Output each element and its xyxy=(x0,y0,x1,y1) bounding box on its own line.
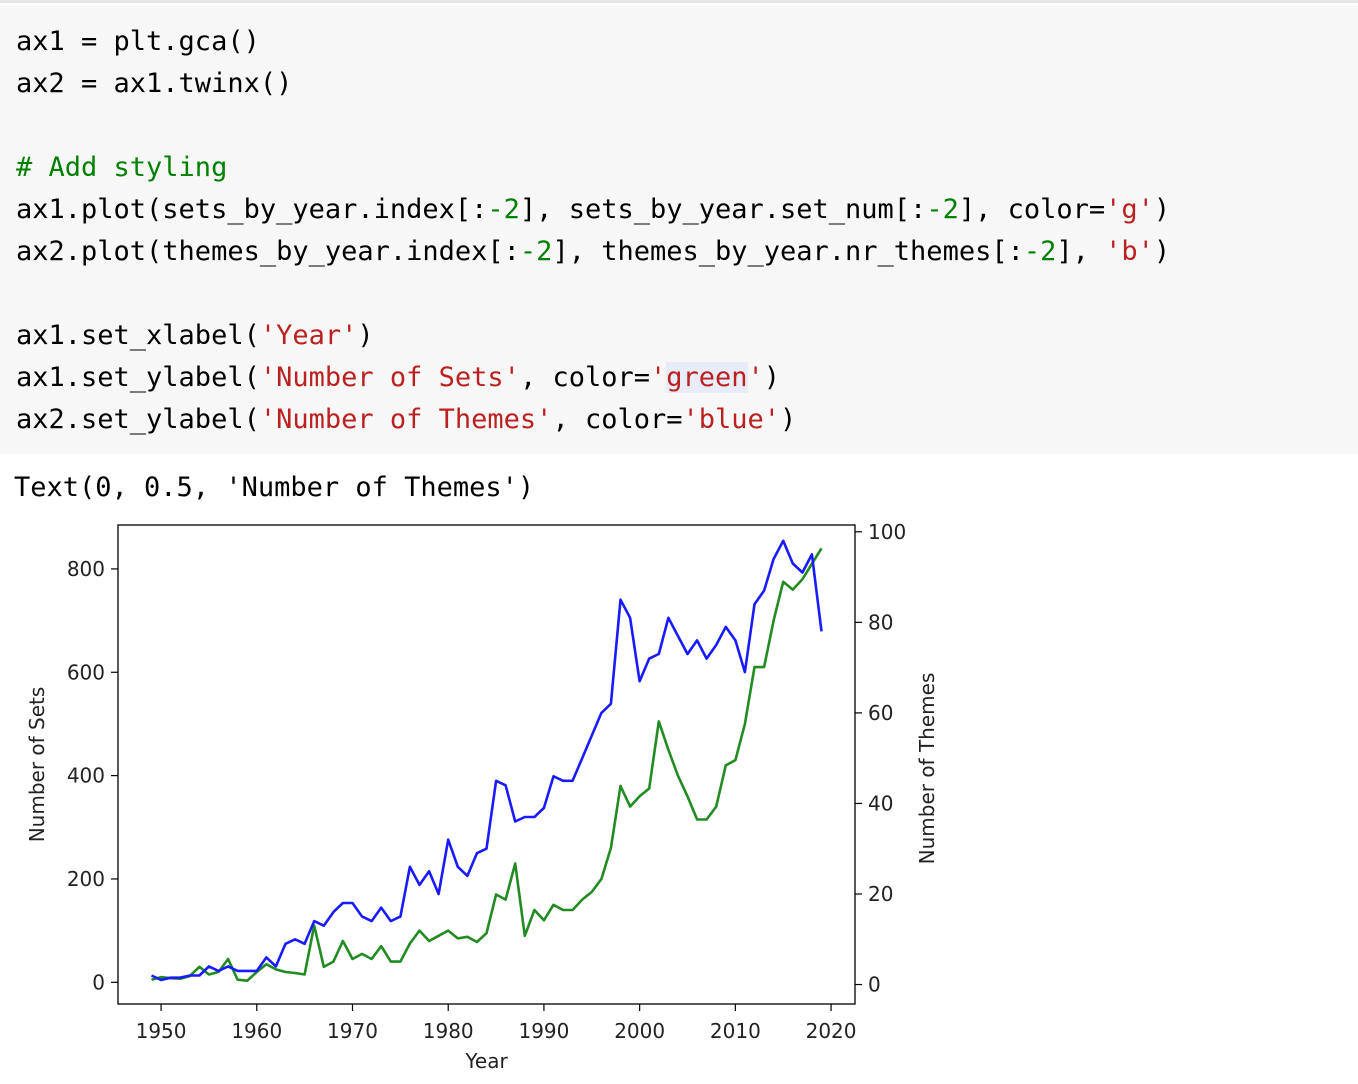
code-token: ) xyxy=(763,362,781,393)
y-right-tick-label: 40 xyxy=(868,791,893,815)
code-token: 'b' xyxy=(1105,236,1154,267)
y-right-axis-label: Number of Themes xyxy=(915,673,939,865)
y-right-tick-label: 0 xyxy=(868,973,881,997)
code-token: 'g' xyxy=(1105,194,1154,225)
code-token: 'Number of Themes' xyxy=(259,404,553,435)
code-line[interactable]: ax1.set_xlabel('Year') xyxy=(16,315,1170,357)
x-tick-label: 2000 xyxy=(614,1019,665,1043)
code-token: ax1.set_ylabel( xyxy=(16,362,260,393)
y-left-tick-label: 200 xyxy=(67,867,105,891)
cell-top-border xyxy=(0,0,1358,3)
y-left-tick-label: 800 xyxy=(67,557,105,581)
code-token: ' xyxy=(747,362,764,393)
code-token: -2 xyxy=(519,236,553,267)
code-line[interactable]: ax2 = ax1.twinx() xyxy=(16,63,1170,105)
code-line[interactable]: # Add styling xyxy=(16,147,1170,189)
code-line[interactable]: ax1 = plt.gca() xyxy=(16,21,1170,63)
code-token: -2 xyxy=(487,194,520,225)
code-token: ], themes_by_year.nr_themes[: xyxy=(552,236,1024,267)
code-token: 'blue' xyxy=(682,404,781,435)
y-left-axis-label: Number of Sets xyxy=(25,687,49,843)
code-token: ) xyxy=(1153,236,1171,267)
y-left-tick-label: 0 xyxy=(92,970,105,994)
x-tick-label: 1960 xyxy=(231,1019,282,1043)
code-token: ], color= xyxy=(958,194,1106,225)
code-token: ) xyxy=(780,404,797,435)
code-token: ], xyxy=(1056,236,1106,267)
code-cell[interactable]: ax1 = plt.gca() ax2 = ax1.twinx() # Add s… xyxy=(0,6,1358,454)
plot-area xyxy=(118,525,855,1004)
code-token: ], sets_by_year.set_num[: xyxy=(519,194,927,225)
code-line[interactable]: ax1.set_ylabel('Number of Sets', color='… xyxy=(16,357,1170,399)
code-line[interactable]: ax2.plot(themes_by_year.index[:-2], them… xyxy=(16,231,1170,273)
y-right-tick-label: 80 xyxy=(868,610,893,634)
code-token: ax2.set_ylabel( xyxy=(16,404,260,435)
code-token: ax1 = plt.gca() xyxy=(16,26,260,57)
code-token: , color= xyxy=(519,362,650,393)
x-tick-label: 1950 xyxy=(136,1019,187,1043)
y-right-tick-label: 20 xyxy=(868,882,893,906)
x-tick-label: 2010 xyxy=(710,1019,761,1043)
code-token: -2 xyxy=(926,194,959,225)
code-token: -2 xyxy=(1023,236,1057,267)
x-tick-label: 1980 xyxy=(423,1019,474,1043)
x-tick-label: 1970 xyxy=(327,1019,378,1043)
y-left-tick-label: 400 xyxy=(67,764,105,788)
code-token: ) xyxy=(1153,194,1171,225)
x-axis-label: Year xyxy=(464,1049,508,1073)
code-token: , color= xyxy=(552,404,683,435)
code-token: ax2 = ax1.twinx() xyxy=(16,68,293,99)
code-token: # Add styling xyxy=(16,152,228,183)
code-token: ax1.plot(sets_by_year.index[: xyxy=(16,194,488,225)
plot-frame xyxy=(117,524,856,1005)
code-token: 'Year' xyxy=(259,320,358,351)
code-token: ' xyxy=(649,362,667,393)
code-token: green xyxy=(666,362,748,393)
code-token: ) xyxy=(357,320,374,351)
code-line[interactable]: ax2.set_ylabel('Number of Themes', color… xyxy=(16,399,1170,441)
cell-output-text: Text(0, 0.5, 'Number of Themes') xyxy=(14,472,535,503)
code-editor[interactable]: ax1 = plt.gca() ax2 = ax1.twinx() # Add s… xyxy=(16,21,1170,441)
code-token: 'Number of Sets' xyxy=(259,362,520,393)
code-line[interactable]: ax1.plot(sets_by_year.index[:-2], sets_b… xyxy=(16,189,1170,231)
y-right-tick-label: 60 xyxy=(868,701,893,725)
y-right-tick-label: 100 xyxy=(868,520,906,544)
code-token: ax1.set_xlabel( xyxy=(16,320,260,351)
code-token: ax2.plot(themes_by_year.index[: xyxy=(16,236,520,267)
x-tick-label: 2020 xyxy=(806,1019,857,1043)
y-left-tick-label: 600 xyxy=(67,660,105,684)
x-tick-label: 1990 xyxy=(518,1019,569,1043)
